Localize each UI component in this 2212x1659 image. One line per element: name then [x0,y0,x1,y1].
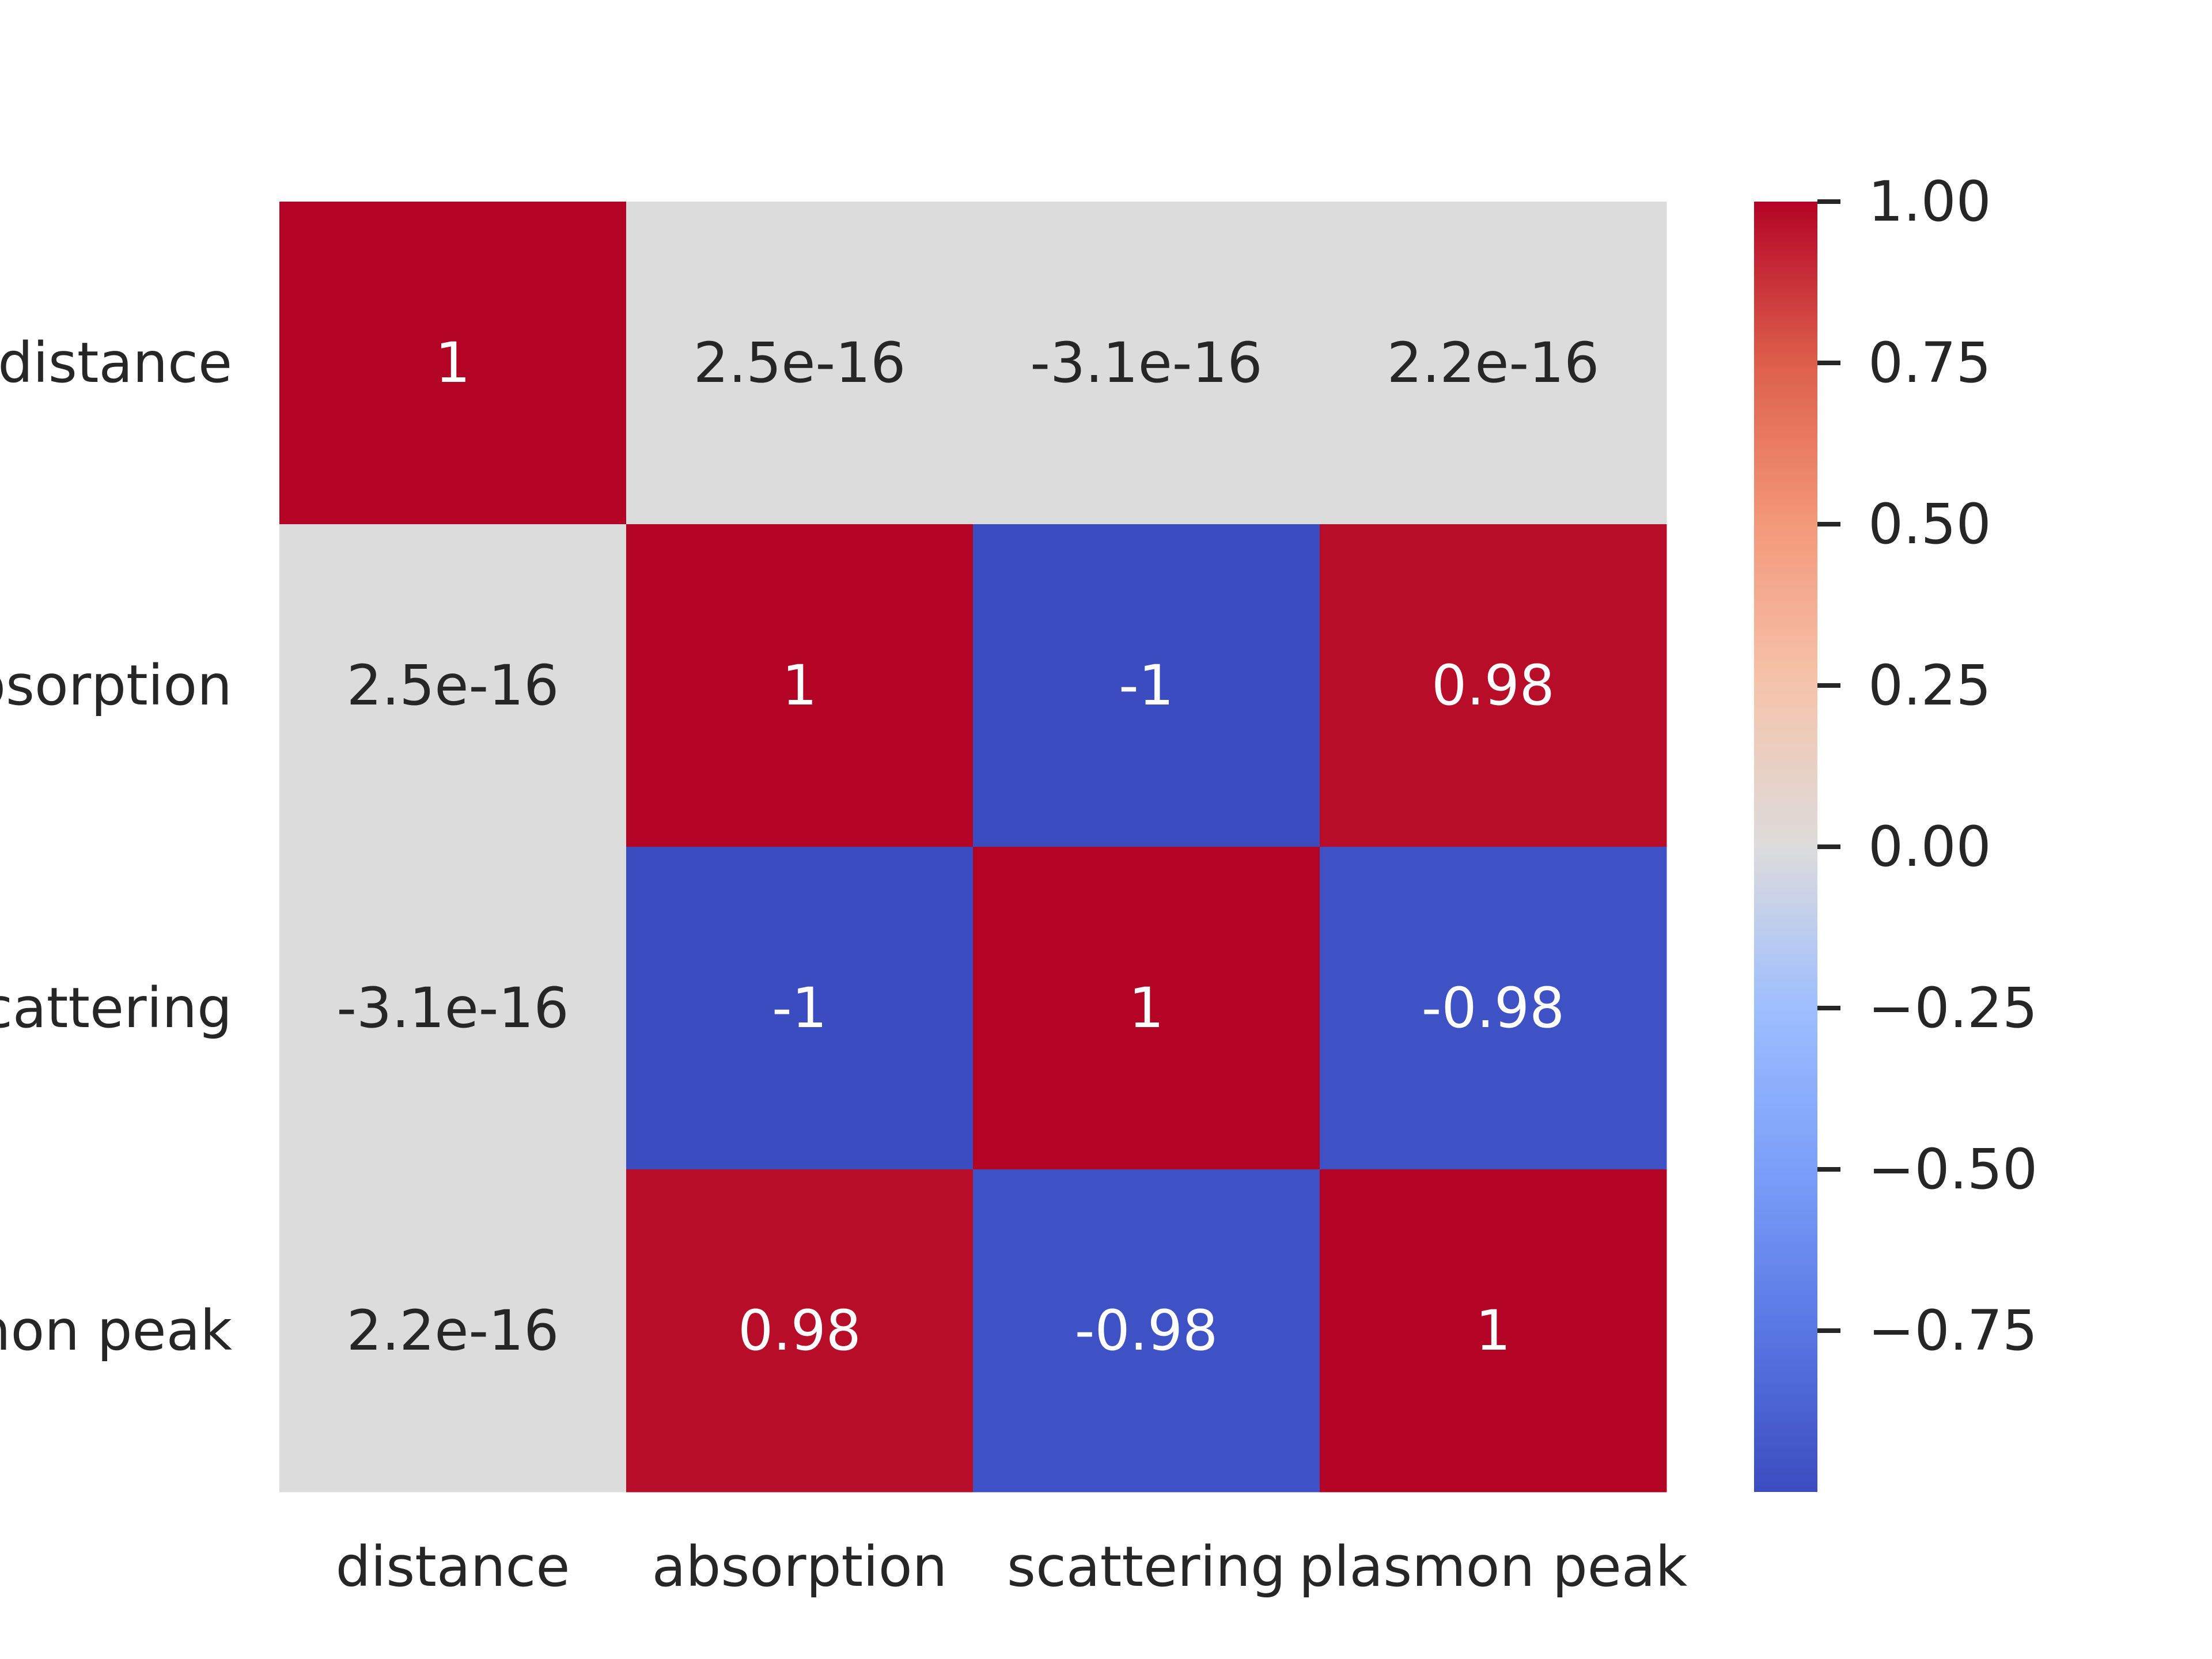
cell-annotation-2-3: -0.98 [1422,976,1565,1040]
colorbar-tick-label: 0.50 [1868,492,1991,556]
heatmap-cell-0-3 [1320,202,1667,525]
heatmap-cell-3-1 [626,1169,974,1493]
heatmap-cell-2-1 [626,847,974,1170]
heatmap-cell-3-2 [973,1169,1320,1493]
heatmap-cell-1-2 [973,524,1320,847]
cell-annotation-2-2: 1 [1128,976,1164,1040]
heatmap-cell-0-2 [973,202,1320,525]
y-tick-label: plasmon peak [0,1298,232,1363]
heatmap-cells [279,202,1667,1493]
cell-annotation-3-3: 1 [1475,1298,1510,1363]
cell-annotation-0-0: 1 [435,331,470,395]
x-tick-labels: distance absorption scattering plasmon peak [336,1535,1688,1599]
cell-annotation-1-3: 0.98 [1431,653,1555,718]
colorbar-tick-label: 0.00 [1868,815,1991,879]
heatmap-cell-1-1 [626,524,974,847]
colorbar-tick-label: −0.25 [1868,976,2037,1040]
cell-annotation-1-0: 2.5e-16 [347,653,559,718]
colorbar-ticks: 1.00 0.75 0.50 0.25 0.00 −0.25 −0.50 −0.75 [1817,169,2037,1363]
y-tick-labels: distance absorption scattering plasmon peak [0,331,232,1363]
heatmap-cell-0-1 [626,202,974,525]
y-tick-label: absorption [0,653,232,718]
colorbar [1754,202,1817,1492]
cell-annotation-0-2: -3.1e-16 [1030,331,1262,395]
cell-annotation-1-1: 1 [782,653,817,718]
cell-annotation-3-1: 0.98 [738,1298,861,1363]
heatmap-cell-3-0 [279,1169,627,1493]
cell-annotation-0-3: 2.2e-16 [1387,331,1600,395]
y-tick-label: scattering [0,976,232,1040]
cell-annotation-3-0: 2.2e-16 [347,1298,559,1363]
heatmap-cell-2-0 [279,847,627,1170]
cell-annotation-0-1: 2.5e-16 [694,331,906,395]
heatmap-cell-0-0 [279,202,627,525]
x-tick-label: scattering [1007,1535,1286,1599]
cell-annotations: 1 2.5e-16 -3.1e-16 2.2e-16 2.5e-16 1 -1 0.98 -3.… [336,331,1599,1363]
cell-annotation-1-2: -1 [1119,653,1174,718]
cell-annotation-3-2: -0.98 [1075,1298,1218,1363]
cell-annotation-2-1: -1 [772,976,827,1040]
y-tick-label: distance [0,331,232,395]
colorbar-gradient [1754,202,1817,1492]
x-tick-label: absorption [652,1535,948,1599]
heatmap-cell-1-0 [279,524,627,847]
heatmap-cell-2-2 [973,847,1320,1170]
x-tick-label: distance [336,1535,570,1599]
colorbar-tick-label: −0.50 [1868,1137,2037,1202]
colorbar-tick-label: 0.75 [1868,331,1991,395]
colorbar-tick-label: 0.25 [1868,653,1991,718]
heatmap-cell-3-3 [1320,1169,1667,1493]
heatmap-cell-2-3 [1320,847,1667,1170]
colorbar-tick-label: 1.00 [1868,169,1991,234]
x-tick-label: plasmon peak [1299,1535,1688,1599]
colorbar-tick-label: −0.75 [1868,1298,2037,1363]
cell-annotation-2-0: -3.1e-16 [336,976,569,1040]
heatmap-cell-1-3 [1320,524,1667,847]
